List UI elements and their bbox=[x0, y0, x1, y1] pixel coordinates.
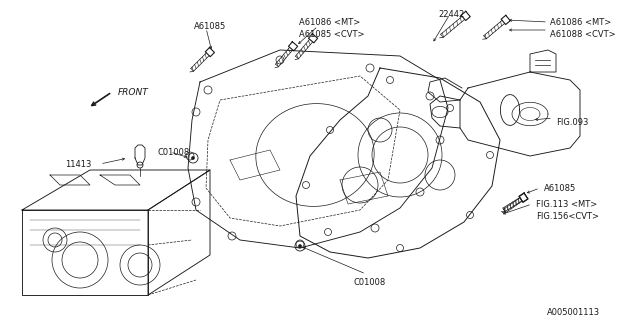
Text: 22442: 22442 bbox=[439, 10, 465, 19]
Text: FIG.156<CVT>: FIG.156<CVT> bbox=[536, 212, 599, 221]
Text: A005001113: A005001113 bbox=[547, 308, 600, 317]
Circle shape bbox=[298, 244, 301, 247]
Text: A61086 <MT>: A61086 <MT> bbox=[550, 18, 611, 27]
Text: A61085: A61085 bbox=[194, 22, 226, 31]
Text: A61085: A61085 bbox=[544, 184, 576, 193]
Text: C01008: C01008 bbox=[158, 148, 190, 157]
Circle shape bbox=[191, 156, 195, 159]
Text: FIG.113 <MT>: FIG.113 <MT> bbox=[536, 200, 597, 209]
Text: A61085 <CVT>: A61085 <CVT> bbox=[300, 30, 365, 39]
Text: A61086 <MT>: A61086 <MT> bbox=[300, 18, 360, 27]
Text: 11413: 11413 bbox=[65, 160, 91, 169]
Text: FRONT: FRONT bbox=[118, 88, 148, 97]
Text: FIG.093: FIG.093 bbox=[556, 118, 588, 127]
Text: A61088 <CVT>: A61088 <CVT> bbox=[550, 30, 616, 39]
Text: C01008: C01008 bbox=[354, 278, 386, 287]
